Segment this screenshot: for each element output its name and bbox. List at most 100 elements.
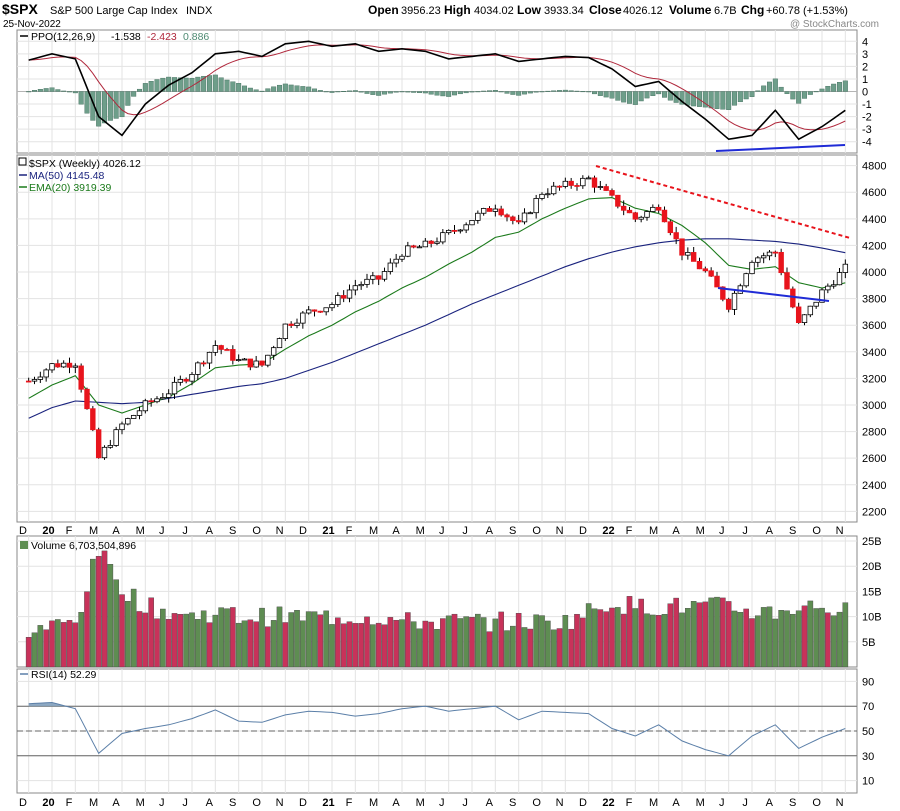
candle-body [25, 380, 32, 383]
ppo-hist-bar [370, 91, 376, 95]
volume-label: Volume [669, 3, 712, 17]
price-tick-label: 2600 [862, 453, 886, 465]
candle-body [95, 429, 102, 459]
rsi-axis: 90 70 50 30 10 [862, 676, 874, 787]
ppo-line [28, 40, 846, 141]
volume-bar [399, 619, 405, 668]
month-label: S [229, 797, 236, 809]
volume-bar [270, 620, 277, 668]
candle-body [31, 379, 38, 382]
price-tick-label: 2200 [862, 506, 886, 518]
ppo-hist-bar [300, 86, 306, 92]
candle-body [375, 275, 382, 280]
candle-body [743, 273, 749, 287]
candle-body [230, 349, 236, 361]
ppo-hist-bar [545, 90, 551, 92]
month-label: J [462, 797, 468, 809]
volume-bar [749, 618, 755, 668]
ppo-hist-bar [802, 91, 808, 99]
ppo-hist-bar [796, 91, 802, 104]
candle-body [515, 220, 522, 223]
ppo-hist-bar [743, 91, 749, 100]
candle-body [772, 251, 779, 254]
ppo-hist-bar [551, 90, 557, 92]
candle-body [842, 263, 849, 273]
volume-bar [790, 613, 796, 668]
candle-body [142, 400, 149, 412]
candle-body [801, 314, 808, 323]
candle-body [55, 363, 61, 368]
volume-bar [696, 602, 703, 668]
volume-bar [113, 579, 119, 668]
volume-bar [364, 616, 370, 668]
month-label: J [439, 525, 445, 537]
candle-body [43, 369, 49, 378]
candle-body [101, 446, 108, 459]
ppo-hist-bar [650, 91, 656, 96]
ppo-hist-bar [702, 91, 708, 108]
candle-body [539, 193, 545, 199]
month-label: A [112, 797, 120, 809]
month-label: M [696, 797, 705, 809]
volume-bar [545, 620, 551, 668]
volume-bar [136, 611, 143, 668]
volume-bar [305, 611, 312, 668]
ppo-hist-bar [294, 85, 300, 92]
ppo-hist-bar [399, 91, 405, 93]
volume-bar [626, 596, 633, 668]
volume-bar [445, 615, 452, 668]
ppo-hist-bar [142, 83, 148, 92]
month-label: O [812, 797, 821, 809]
ppo-hist-bar [131, 91, 137, 97]
candle-body [72, 365, 79, 368]
volume-bar [720, 597, 726, 668]
volume-bar [154, 618, 160, 668]
ppo-tick-label: 0 [862, 87, 868, 99]
price-legend-title: $SPX (Weekly) 4026.12 [29, 158, 141, 170]
month-label: M [136, 797, 145, 809]
candle-body [78, 365, 84, 390]
ppo-hist-bar [603, 91, 609, 98]
volume-bar [125, 601, 131, 668]
volume-bar [801, 605, 808, 668]
volume-bar [43, 629, 49, 668]
candle-body [807, 305, 814, 316]
ppo-hist-bar [609, 91, 615, 99]
ppo-hist-bar [790, 91, 796, 100]
volume-bar [370, 624, 376, 668]
month-label: J [182, 797, 188, 809]
ppo-hist-bar [481, 90, 487, 92]
volume-bar [469, 616, 475, 668]
volume-tick-label: 25B [862, 536, 882, 548]
month-label: S [509, 525, 516, 537]
volume-bar [55, 619, 61, 668]
volume-bar [655, 615, 662, 668]
volume-value: 6.7B [714, 5, 737, 17]
ppo-hist-bar [755, 90, 761, 92]
candle-body [113, 429, 119, 446]
volume-bar [381, 624, 388, 668]
month-label: A [672, 525, 680, 537]
candle-body [486, 208, 493, 212]
ppo-hist-bar [516, 91, 522, 96]
candle-body [317, 310, 324, 313]
ppo-hist-bar [504, 91, 510, 94]
candle-body [183, 379, 189, 382]
candle-body [195, 362, 201, 375]
volume-bar [661, 614, 668, 668]
month-label: A [766, 525, 774, 537]
ppo-hist-bar [206, 75, 212, 92]
volume-bar [311, 611, 318, 668]
month-label: A [672, 797, 680, 809]
candle-body [620, 205, 627, 211]
ppo-hist-bar [761, 85, 767, 92]
month-label: N [276, 525, 284, 537]
candle-body [714, 275, 720, 288]
candle-body [393, 258, 399, 264]
month-label: D [579, 525, 587, 537]
volume-bar [714, 596, 720, 668]
ppo-histogram [26, 74, 848, 127]
ppo-hist-bar [329, 91, 335, 93]
candle-body [247, 358, 254, 368]
candle-body [632, 212, 639, 220]
